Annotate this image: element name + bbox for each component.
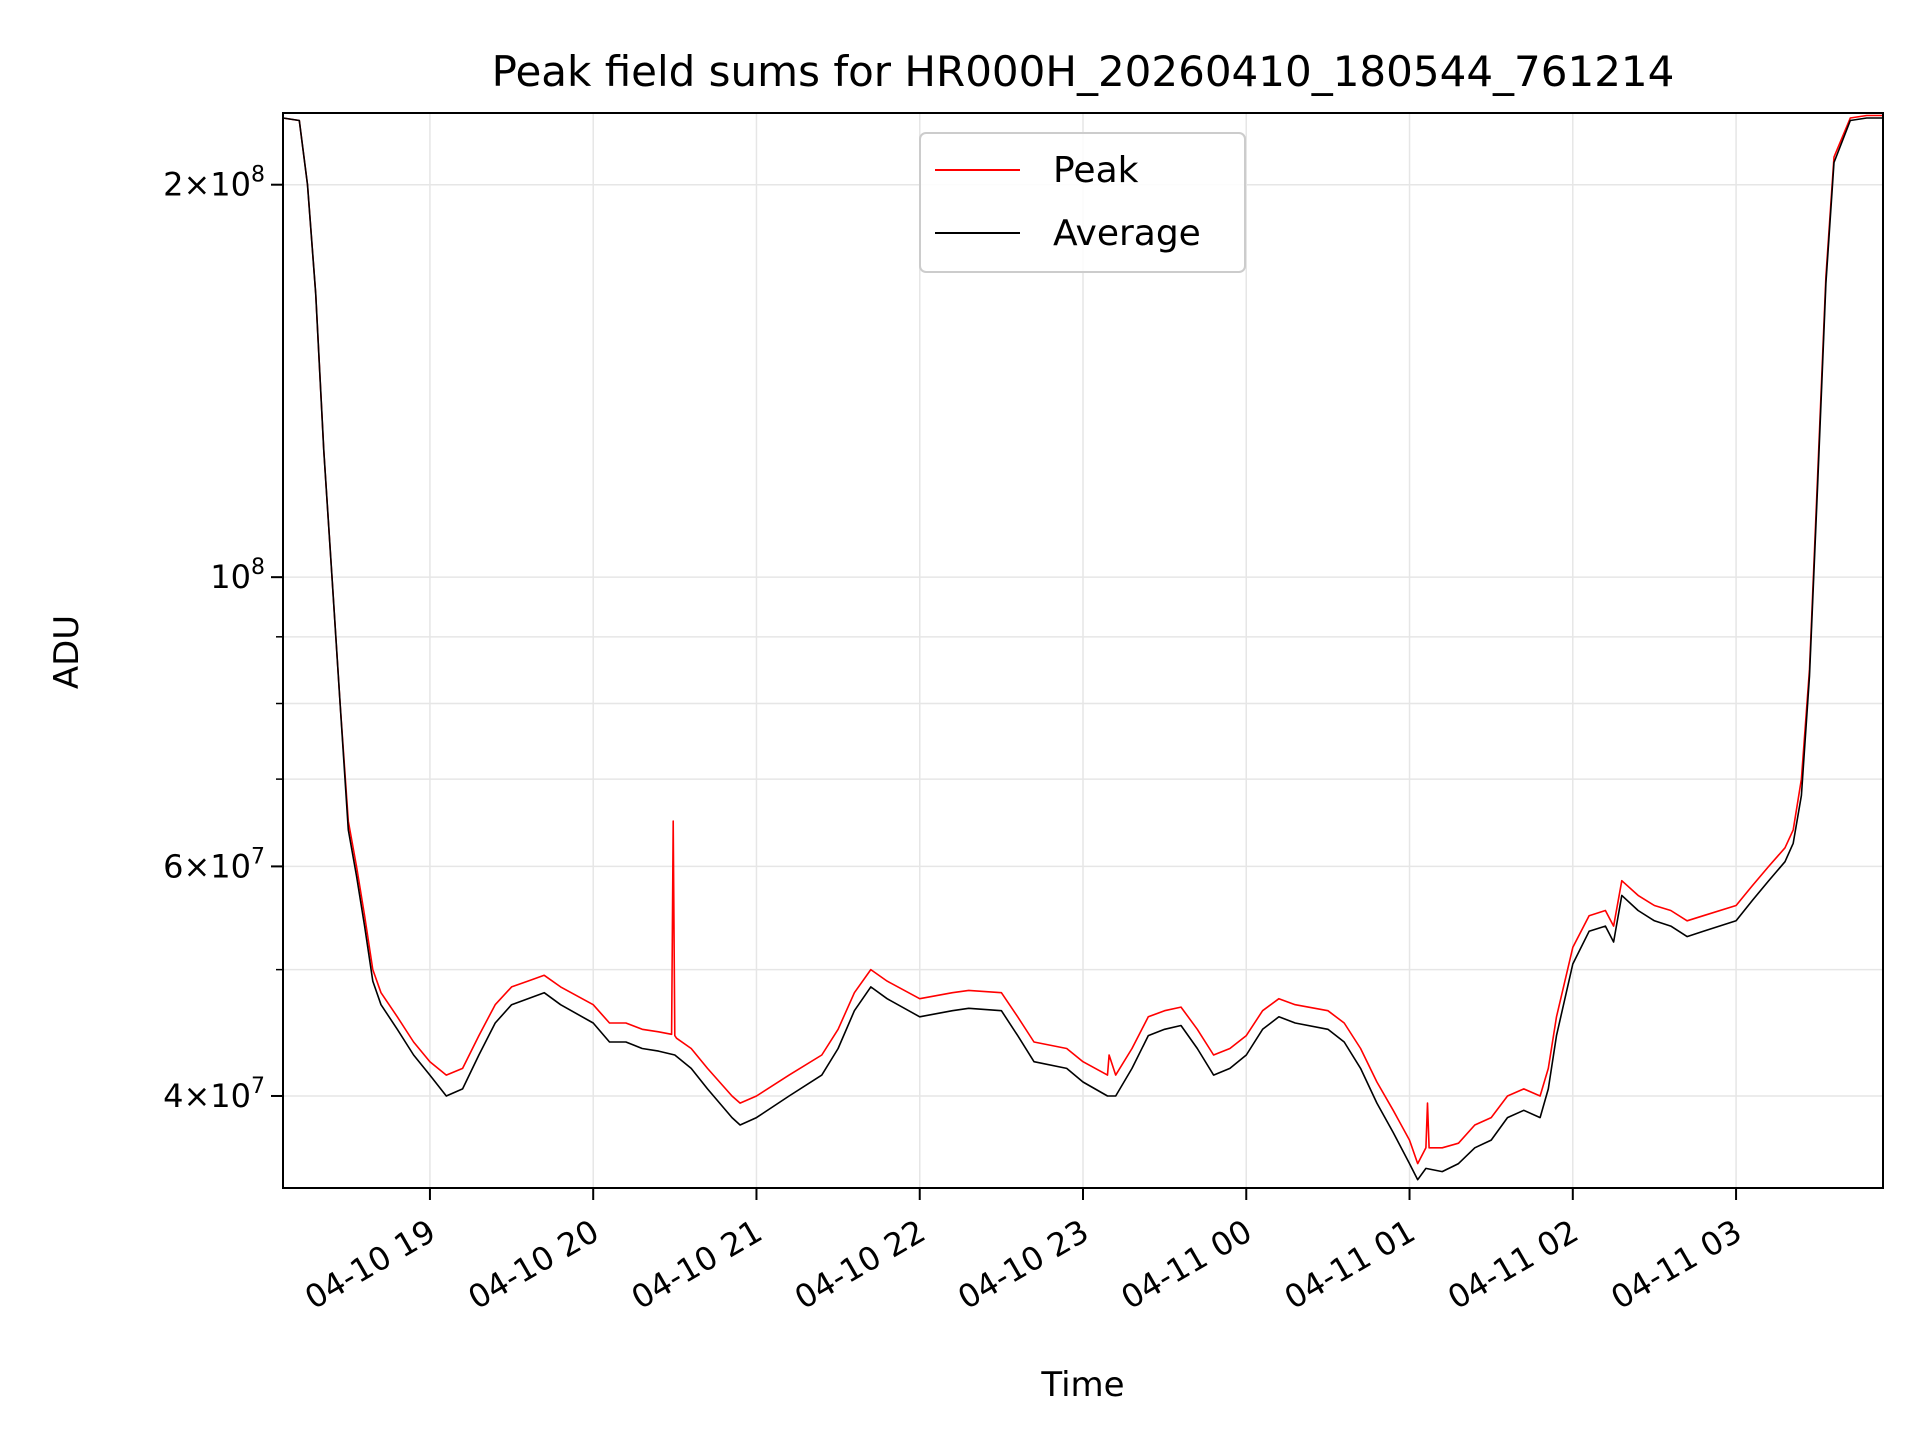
legend-label-peak: Peak xyxy=(1053,150,1139,191)
y-tick-label: 2×108 xyxy=(163,163,265,204)
y-tick-base: 10 xyxy=(210,558,251,596)
legend-box xyxy=(919,132,1246,273)
series-line-peak xyxy=(282,114,1883,1165)
y-tick-times: × xyxy=(183,1077,210,1115)
grid xyxy=(283,113,1883,1188)
y-tick-base: 10 xyxy=(210,847,251,885)
y-tick-exponent: 7 xyxy=(251,844,265,869)
y-tick-label: 108 xyxy=(210,555,265,596)
legend: Peak Average xyxy=(919,132,1246,273)
y-tick-base: 10 xyxy=(210,166,251,204)
y-tick-mantissa: 6 xyxy=(163,847,183,885)
y-axis-label: ADU xyxy=(47,615,87,689)
chart-title: Peak field sums for HR000H_20260410_1805… xyxy=(492,47,1675,96)
x-axis-label: Time xyxy=(1040,1365,1124,1405)
y-tick-exponent: 8 xyxy=(251,555,265,580)
series-layer xyxy=(282,114,1883,1181)
y-tick-exponent: 7 xyxy=(251,1074,265,1099)
y-tick-times: × xyxy=(183,847,210,885)
y-tick-mantissa: 2 xyxy=(163,166,183,204)
legend-label-average: Average xyxy=(1053,213,1201,254)
y-tick-times: × xyxy=(183,166,210,204)
y-tick-label: 6×107 xyxy=(163,844,265,885)
y-tick-label: 4×107 xyxy=(163,1074,265,1115)
series-line-average xyxy=(282,117,1883,1181)
y-tick-mantissa: 4 xyxy=(163,1077,183,1115)
y-tick-exponent: 8 xyxy=(251,163,265,188)
y-tick-base: 10 xyxy=(210,1077,251,1115)
